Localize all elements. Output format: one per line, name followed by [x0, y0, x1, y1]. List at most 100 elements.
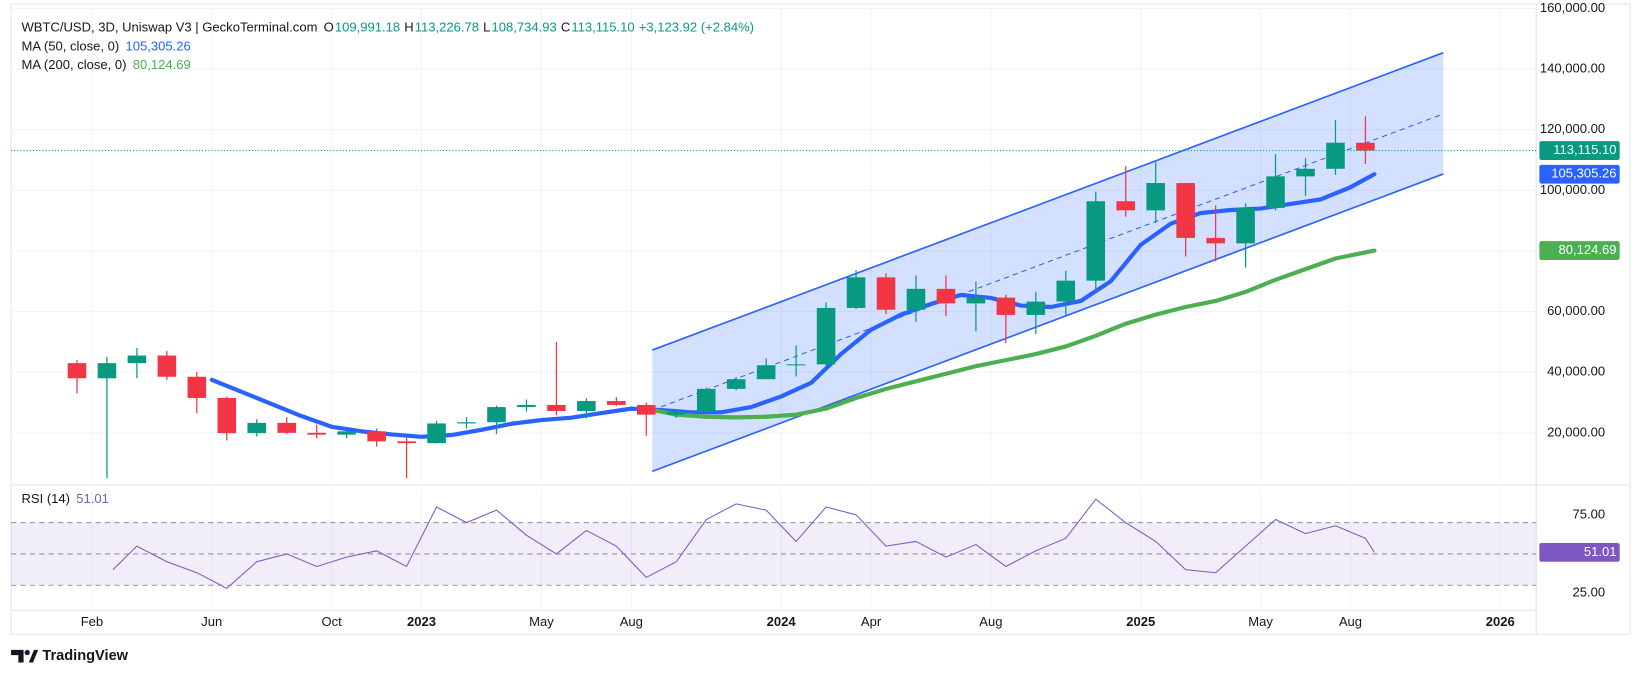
candle-body: [367, 431, 386, 442]
price-label: 105,305.26: [1551, 166, 1616, 181]
candle-body: [247, 422, 267, 434]
candle-body: [1326, 142, 1345, 169]
candle-body: [906, 288, 926, 310]
frame: [10, 3, 1631, 635]
legend-value: 51.01: [76, 491, 109, 506]
candle-body: [307, 432, 326, 435]
legend-text: 113,226.78: [415, 20, 479, 35]
channel-fill: [652, 52, 1444, 472]
x-tick-label: May: [529, 614, 554, 629]
candle-body: [1116, 201, 1136, 211]
candle-body: [816, 307, 836, 365]
candle-body: [936, 288, 956, 304]
candle-body: [666, 411, 686, 415]
y-tick-label: 40,000.00: [1547, 364, 1605, 379]
legend-text: 80,124.69: [133, 57, 191, 72]
candle-body: [1086, 201, 1106, 281]
candle-body: [726, 379, 746, 389]
x-tick-label: Aug: [979, 614, 1002, 629]
y-tick-label: 25.00: [1572, 585, 1605, 600]
candle-body: [996, 297, 1016, 315]
candle-body: [786, 364, 806, 366]
moving-average: [644, 248, 1377, 420]
y-tick-label: 75.00: [1572, 506, 1605, 521]
candle-body: [1026, 301, 1046, 315]
x-tick-label: 2026: [1486, 614, 1515, 629]
price-label-box: [1539, 141, 1620, 160]
plot: [11, 51, 1537, 589]
candle-body: [966, 297, 986, 304]
legend-text: 105,305.26: [126, 38, 191, 53]
x-tick-label: Oct: [322, 614, 343, 629]
x-tick-label: Jun: [201, 614, 222, 629]
candle-body: [1266, 176, 1285, 208]
channel-upper: [651, 51, 1444, 351]
y-tick-label: 140,000.00: [1540, 60, 1605, 75]
candle-body: [277, 422, 297, 433]
price-label-box: [1539, 241, 1620, 260]
price-label: 51.01: [1584, 544, 1617, 559]
candle-body: [187, 376, 207, 398]
x-tick-label: May: [1248, 614, 1273, 629]
candle-body: [577, 401, 596, 412]
y-tick-label: 120,000.00: [1540, 121, 1605, 136]
rsi-line: [112, 498, 1375, 589]
candle-body: [607, 401, 626, 405]
legend-text: L: [483, 20, 490, 35]
candle-body: [846, 277, 866, 308]
labels: Feb Jun Oct 2023 May Aug 2024 Apr Aug 2025 May Aug 2…: [21, 0, 1620, 629]
legend-text: MA (50, close, 0): [21, 38, 119, 53]
legend-text: H: [404, 20, 413, 35]
candle-body: [756, 365, 776, 380]
candle-body: [517, 404, 536, 408]
y-tick-label: 20,000.00: [1547, 424, 1605, 439]
candle-body: [1206, 237, 1225, 244]
legend-text: MA (200, close, 0): [21, 57, 126, 72]
channel-lower: [651, 173, 1444, 473]
candle-body: [457, 422, 476, 424]
x-tick-label: Aug: [1339, 614, 1362, 629]
candle-body: [1056, 280, 1076, 302]
candle-body: [547, 404, 566, 412]
legend-text: 113,115.10: [571, 20, 634, 35]
candle-body: [1146, 183, 1165, 211]
price-label-box: [1539, 543, 1620, 562]
candle-body: [157, 355, 177, 377]
tradingview-logo: TradingView: [11, 648, 129, 664]
candle-body: [427, 423, 446, 444]
legend-text: RSI (14): [21, 491, 70, 506]
y-tick-label: 160,000.00: [1540, 0, 1605, 15]
candle-body: [876, 277, 896, 310]
candle-body: [1236, 207, 1255, 244]
candle-body: [97, 363, 117, 379]
legend-text: +3,123.92 (+2.84%): [639, 20, 754, 35]
candle-body: [696, 388, 716, 412]
legend-text: 109,991.18: [335, 20, 400, 35]
x-tick-label: 2025: [1126, 614, 1155, 629]
candle-body: [127, 355, 147, 364]
y-tick-label: 100,000.00: [1540, 182, 1605, 197]
candle-body: [397, 441, 416, 444]
candle-body: [1296, 168, 1315, 177]
candle-body: [1356, 142, 1375, 151]
legend-text: C: [561, 20, 570, 35]
price-label: 80,124.69: [1559, 242, 1617, 257]
x-tick-label: 2023: [407, 614, 436, 629]
candle-body: [67, 363, 87, 379]
legend-text: WBTC/USD, 3D, Uniswap V3 | GeckoTerminal…: [21, 20, 317, 35]
candle-body: [1176, 183, 1195, 238]
price-label: 113,115.10: [1553, 142, 1616, 157]
brand: TradingView: [42, 648, 128, 664]
candle-body: [217, 397, 237, 434]
price-label-box: [1539, 164, 1620, 184]
legend-text: 108,734.93: [491, 20, 556, 35]
legend-text: O: [324, 20, 334, 35]
candle-body: [487, 407, 506, 423]
candle-body: [337, 431, 356, 435]
y-tick-label: 60,000.00: [1547, 303, 1605, 318]
candle-body: [637, 404, 656, 415]
x-tick-label: Apr: [861, 614, 882, 629]
x-tick-label: Feb: [81, 614, 103, 629]
x-tick-label: 2024: [767, 614, 797, 629]
